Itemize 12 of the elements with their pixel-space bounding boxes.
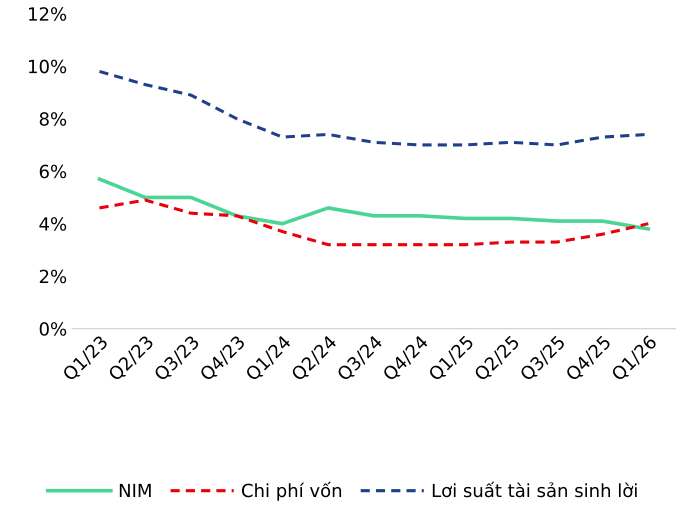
line-series: [98, 177, 650, 231]
legend-label: Chi phí vốn: [242, 482, 342, 501]
y-tick-label: 12%: [29, 7, 66, 21]
y-tick-label: 8%: [40, 112, 66, 126]
legend-label: NIM: [120, 484, 151, 498]
y-tick-label: 0%: [40, 322, 66, 336]
legend-label: Lơi suất tài sản sinh lời: [432, 482, 637, 498]
y-tick-label: 2%: [40, 270, 66, 284]
y-tick-label: 10%: [29, 60, 66, 74]
y-tick-label: 4%: [39, 217, 66, 231]
line-series: [98, 198, 650, 246]
y-tick-label: 6%: [40, 164, 66, 178]
